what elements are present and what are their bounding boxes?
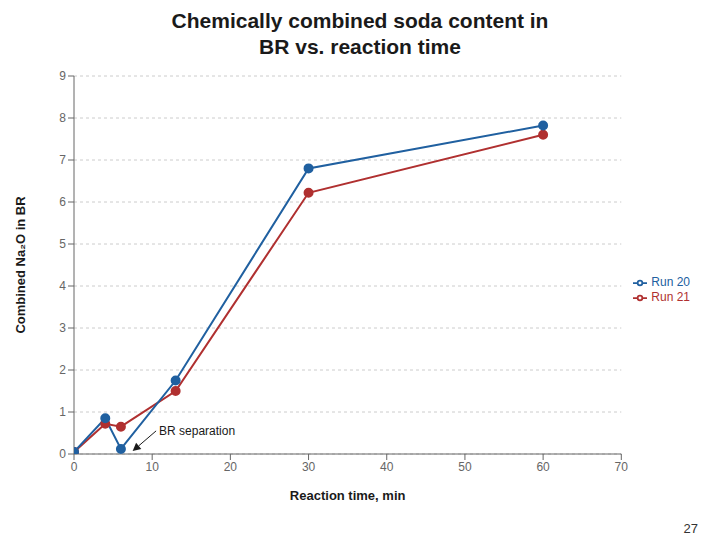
svg-text:20: 20 — [224, 460, 238, 474]
svg-text:4: 4 — [59, 279, 66, 293]
svg-text:60: 60 — [536, 460, 550, 474]
svg-text:7: 7 — [59, 153, 66, 167]
svg-text:8: 8 — [59, 111, 66, 125]
svg-text:BR separation: BR separation — [159, 424, 235, 438]
svg-text:Combined Na₂O in BR: Combined Na₂O in BR — [13, 196, 28, 334]
svg-text:70: 70 — [615, 460, 629, 474]
svg-text:5: 5 — [59, 237, 66, 251]
html-text:Run 20: Run 20 — [651, 275, 690, 290]
html-text:Run 21: Run 21 — [651, 290, 690, 304]
svg-text:40: 40 — [380, 460, 394, 474]
svg-text:50: 50 — [458, 460, 472, 474]
svg-text:0: 0 — [59, 447, 66, 461]
html-text:27: 27 — [683, 521, 698, 536]
html-text:Chemically combined soda conte: Chemically combined soda content in — [171, 9, 549, 32]
svg-text:6: 6 — [59, 195, 66, 209]
svg-text:Reaction time, min: Reaction time, min — [290, 488, 406, 503]
svg-text:3: 3 — [59, 321, 66, 335]
svg-text:0: 0 — [71, 460, 78, 474]
html-text:BR vs. reaction time: BR vs. reaction time — [259, 35, 461, 58]
svg-text:1: 1 — [59, 405, 66, 419]
svg-text:2: 2 — [59, 363, 66, 377]
svg-text:9: 9 — [59, 69, 66, 83]
svg-text:30: 30 — [302, 460, 316, 474]
svg-text:10: 10 — [146, 460, 160, 474]
